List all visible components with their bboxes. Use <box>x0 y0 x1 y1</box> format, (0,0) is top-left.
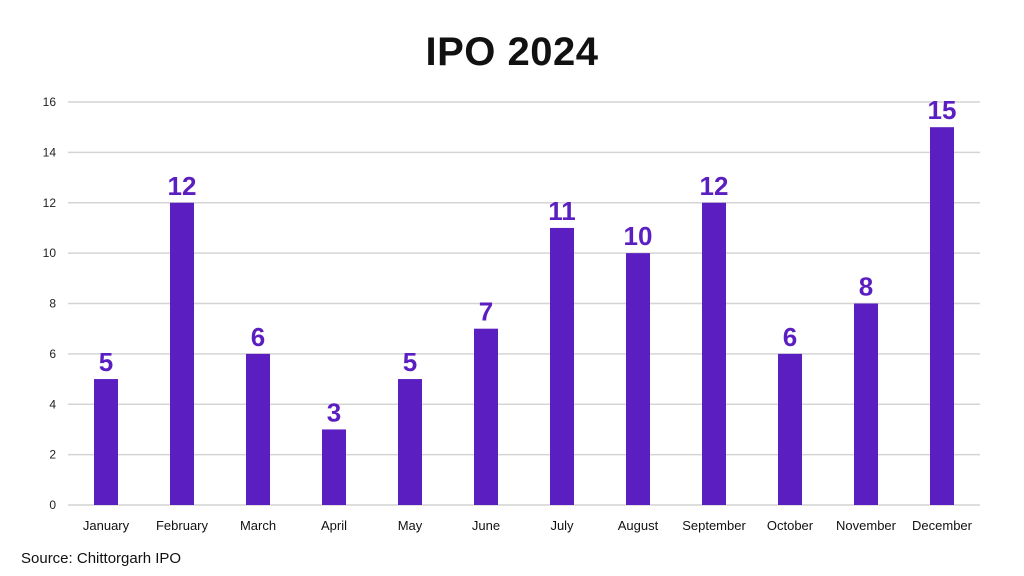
data-label: 15 <box>928 95 957 125</box>
source-note: Source: Chittorgarh IPO <box>21 550 182 567</box>
bar <box>398 379 422 505</box>
data-label: 12 <box>168 171 197 201</box>
data-label: 6 <box>783 322 797 352</box>
x-tick-label: March <box>240 518 276 533</box>
x-tick-label: January <box>83 518 130 533</box>
bar <box>550 227 574 505</box>
bar <box>246 353 270 505</box>
data-label: 8 <box>859 272 873 302</box>
bar <box>322 429 346 505</box>
y-tick-label: 4 <box>49 397 56 411</box>
bar <box>930 127 954 505</box>
x-tick-label: April <box>321 518 347 533</box>
y-tick-label: 14 <box>43 145 57 159</box>
data-label: 5 <box>403 347 417 377</box>
bar <box>170 202 194 505</box>
x-tick-label: October <box>767 518 814 533</box>
data-label: 3 <box>327 397 341 427</box>
y-tick-label: 8 <box>49 297 56 311</box>
bar <box>854 303 878 505</box>
data-label: 7 <box>479 297 493 327</box>
y-tick-label: 6 <box>49 347 56 361</box>
data-label: 12 <box>700 171 729 201</box>
x-tick-label: July <box>550 518 574 533</box>
chart-title: IPO 2024 <box>425 30 599 74</box>
y-tick-label: 10 <box>43 246 57 260</box>
bar <box>474 328 498 505</box>
bar <box>702 202 726 505</box>
bar <box>94 379 118 505</box>
x-tick-label: June <box>472 518 500 533</box>
y-tick-label: 16 <box>43 95 57 109</box>
data-label: 10 <box>624 221 653 251</box>
y-tick-label: 0 <box>49 498 56 512</box>
x-tick-label: November <box>836 518 897 533</box>
y-tick-label: 2 <box>49 448 56 462</box>
x-tick-label: August <box>618 518 659 533</box>
bar <box>778 353 802 505</box>
data-label: 5 <box>99 347 113 377</box>
x-tick-label: May <box>398 518 423 533</box>
x-tick-label: February <box>156 518 209 533</box>
x-tick-label: December <box>912 518 973 533</box>
data-label: 11 <box>548 196 576 226</box>
data-label: 6 <box>251 322 265 352</box>
x-tick-label: September <box>682 518 746 533</box>
bar <box>626 253 650 505</box>
y-tick-label: 12 <box>43 196 57 210</box>
